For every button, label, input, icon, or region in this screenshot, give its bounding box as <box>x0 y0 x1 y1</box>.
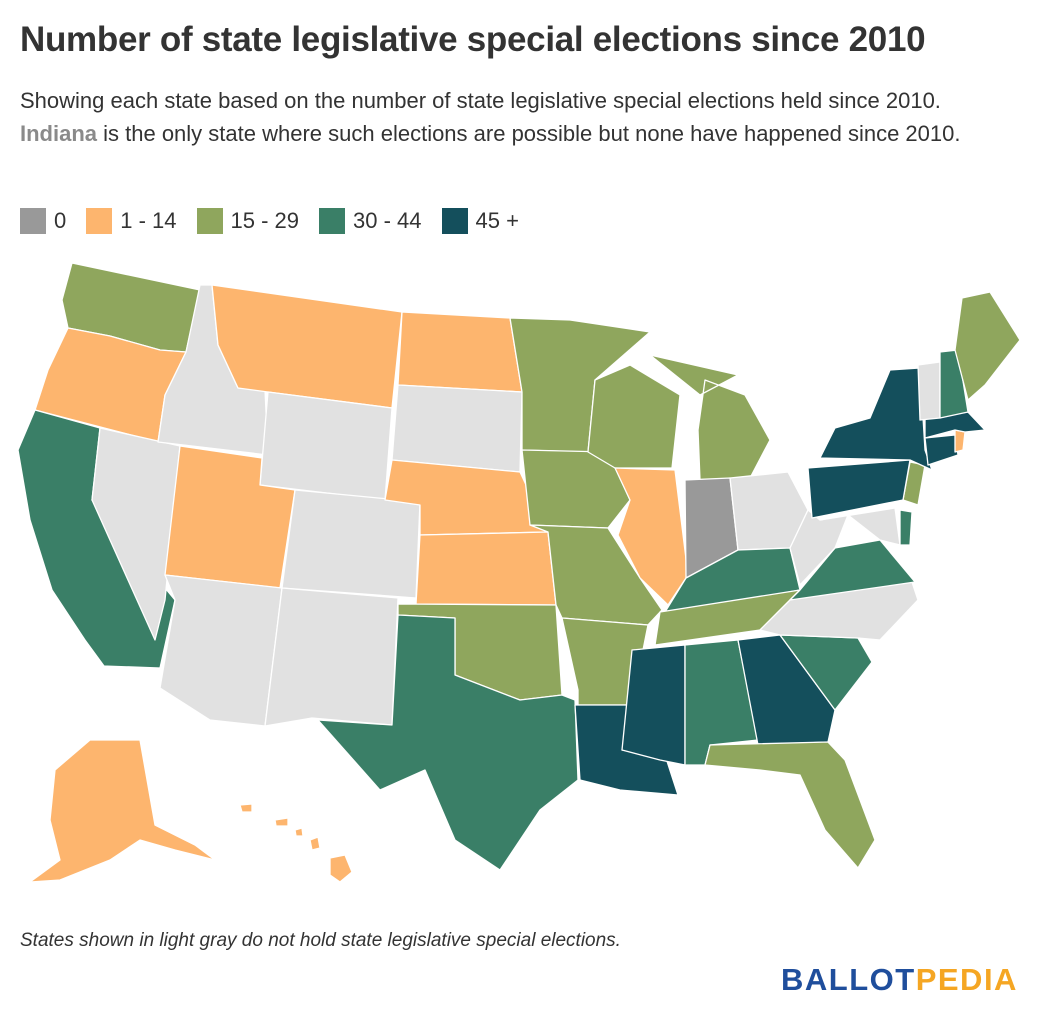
chart-subtitle: Showing each state based on the number o… <box>20 84 1010 150</box>
state-new-mexico <box>264 587 399 727</box>
state-pennsylvania <box>807 459 911 519</box>
state-vermont <box>917 361 941 421</box>
state-florida <box>704 741 876 869</box>
state-delaware <box>899 509 913 546</box>
state-hawaii <box>239 803 353 883</box>
subtitle-text-2: is the only state where such elections a… <box>97 121 961 146</box>
state-connecticut <box>924 434 959 466</box>
legend-label-30-44: 30 - 44 <box>353 208 422 233</box>
state-north-dakota <box>397 311 523 393</box>
state-texas <box>317 614 579 871</box>
legend-swatch-0 <box>20 208 46 234</box>
footnote: States shown in light gray do not hold s… <box>20 930 621 951</box>
state-new-hampshire <box>939 349 969 419</box>
state-illinois <box>614 467 689 606</box>
state-maryland <box>819 507 901 546</box>
us-states-map <box>17 262 1021 883</box>
state-colorado <box>281 489 421 599</box>
state-arizona <box>159 574 283 727</box>
state-alaska <box>29 739 216 883</box>
ballotpedia-logo: BALLOTPEDIA <box>781 962 1018 998</box>
legend-item-45-plus: 45 + <box>441 208 519 234</box>
legend-label-0: 0 <box>54 208 67 233</box>
state-south-dakota <box>391 384 523 473</box>
legend-item-15-29: 15 - 29 <box>196 208 300 234</box>
state-rhode-island <box>954 429 966 453</box>
state-wyoming <box>259 391 393 501</box>
state-mississippi <box>621 644 686 766</box>
subtitle-highlight-indiana: Indiana <box>20 121 98 146</box>
legend-item-0: 0 <box>20 208 66 234</box>
state-new-york <box>819 367 933 471</box>
legend: 0 1 - 14 15 - 29 30 - 44 45 + <box>20 206 539 236</box>
logo-text-ballot: BALLOT <box>781 962 916 997</box>
legend-swatch-45-plus <box>441 208 468 234</box>
legend-swatch-30-44 <box>319 208 346 234</box>
legend-label-15-29: 15 - 29 <box>230 208 300 233</box>
legend-item-1-14: 1 - 14 <box>86 208 177 234</box>
state-georgia <box>737 634 836 746</box>
legend-swatch-15-29 <box>196 208 223 234</box>
chart-title: Number of state legislative special elec… <box>20 20 926 59</box>
legend-item-30-44: 30 - 44 <box>319 208 422 234</box>
legend-label-45-plus: 45 + <box>475 208 519 233</box>
subtitle-text-1: Showing each state based on the number o… <box>20 88 941 113</box>
logo-text-pedia: PEDIA <box>915 962 1018 997</box>
state-kansas <box>415 531 557 606</box>
state-wisconsin <box>587 364 681 469</box>
legend-label-1-14: 1 - 14 <box>120 208 177 233</box>
state-maine <box>954 291 1021 401</box>
legend-swatch-1-14 <box>86 208 113 234</box>
